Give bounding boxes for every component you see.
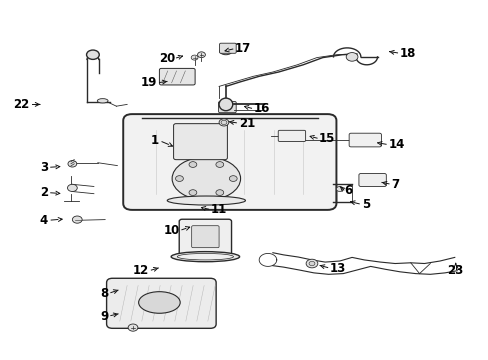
Text: 21: 21 [238, 117, 254, 130]
Circle shape [197, 52, 205, 58]
Circle shape [229, 176, 237, 181]
Text: 16: 16 [253, 102, 269, 115]
Text: 10: 10 [163, 224, 180, 237]
Text: 23: 23 [447, 264, 463, 277]
Circle shape [336, 186, 343, 192]
Circle shape [67, 184, 77, 192]
Circle shape [191, 55, 198, 60]
Ellipse shape [171, 252, 239, 262]
Text: 7: 7 [390, 178, 399, 191]
Ellipse shape [219, 98, 232, 111]
Text: 22: 22 [13, 98, 29, 111]
Circle shape [188, 190, 196, 195]
Text: 11: 11 [210, 203, 226, 216]
FancyBboxPatch shape [123, 114, 336, 210]
Text: 2: 2 [40, 186, 48, 199]
FancyBboxPatch shape [106, 278, 216, 328]
Circle shape [189, 162, 197, 167]
Circle shape [305, 259, 317, 268]
Text: 5: 5 [361, 198, 369, 211]
Text: 3: 3 [40, 161, 48, 174]
FancyBboxPatch shape [278, 130, 305, 141]
Circle shape [215, 190, 223, 195]
Text: 8: 8 [100, 287, 108, 300]
Ellipse shape [139, 292, 180, 313]
Circle shape [221, 120, 226, 125]
Text: 18: 18 [399, 47, 415, 60]
FancyBboxPatch shape [218, 102, 236, 113]
Text: 15: 15 [318, 132, 334, 145]
Text: 12: 12 [133, 264, 149, 277]
FancyBboxPatch shape [358, 174, 386, 186]
Ellipse shape [177, 253, 233, 260]
Text: 4: 4 [40, 214, 48, 227]
Circle shape [346, 53, 357, 61]
FancyBboxPatch shape [219, 43, 236, 53]
Ellipse shape [219, 48, 232, 55]
Circle shape [86, 50, 99, 59]
Ellipse shape [97, 99, 108, 103]
Text: 9: 9 [100, 310, 108, 323]
FancyBboxPatch shape [179, 219, 231, 256]
FancyBboxPatch shape [191, 226, 219, 248]
Circle shape [216, 162, 224, 167]
Text: 6: 6 [344, 184, 352, 197]
Text: 20: 20 [159, 52, 175, 65]
Text: 19: 19 [141, 76, 157, 89]
FancyBboxPatch shape [173, 123, 227, 160]
Circle shape [128, 324, 138, 331]
Circle shape [219, 119, 228, 126]
Text: 17: 17 [234, 42, 250, 55]
Text: 13: 13 [329, 262, 346, 275]
Text: 1: 1 [150, 134, 159, 147]
Text: 14: 14 [388, 138, 404, 151]
Circle shape [175, 176, 183, 181]
FancyBboxPatch shape [159, 68, 195, 85]
Ellipse shape [172, 157, 240, 200]
Circle shape [72, 216, 82, 223]
Circle shape [68, 161, 77, 167]
FancyBboxPatch shape [348, 133, 381, 147]
Circle shape [308, 261, 314, 266]
Ellipse shape [167, 196, 245, 205]
